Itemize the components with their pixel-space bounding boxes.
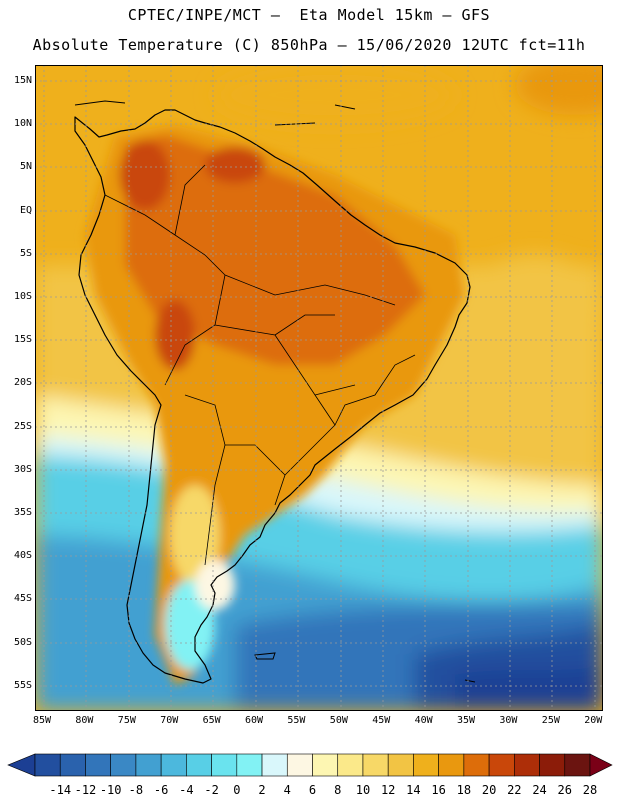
colorbar-box — [135, 753, 162, 777]
lon-label: 70W — [160, 715, 179, 726]
colorbar-box — [34, 753, 61, 777]
lat-label: 55S — [13, 679, 32, 691]
colorbar-box — [261, 753, 288, 777]
lon-label: 65W — [202, 715, 221, 726]
lat-label: 20S — [13, 377, 32, 389]
lat-label: 5N — [19, 161, 32, 173]
lon-label: 55W — [287, 715, 306, 726]
colorbar-tick-label: -4 — [179, 783, 193, 797]
colorbar-box — [312, 753, 339, 777]
lat-label: 45S — [13, 593, 32, 605]
lon-label: 30W — [499, 715, 518, 726]
colorbar-box — [514, 753, 540, 777]
lat-label: 25S — [13, 420, 32, 432]
colorbar-tick-label: 14 — [406, 783, 420, 797]
colorbar-tick-label: -2 — [204, 783, 218, 797]
colorbar-tick-label: 4 — [284, 783, 291, 797]
lat-label: 35S — [13, 507, 32, 518]
colorbar-tick-label: 18 — [457, 783, 471, 797]
colorbar-tick-label: -14 — [49, 783, 71, 797]
colorbar-box — [236, 753, 263, 777]
lon-label: 60W — [245, 715, 264, 726]
colorbar-box — [539, 753, 566, 777]
chart-title-line-1: CPTEC/INPE/MCT – Eta Model 15km – GFS — [127, 6, 491, 24]
lon-label: 85W — [33, 715, 52, 726]
colorbar-box — [110, 753, 137, 777]
colorbar-box — [438, 753, 465, 777]
lon-label: 75W — [117, 715, 136, 726]
coastline — [74, 109, 471, 684]
colorbar-tick-label: 10 — [356, 783, 370, 797]
lon-label: 50W — [329, 715, 348, 726]
colorbar-tick-label: 12 — [381, 783, 395, 797]
colorbar-tick-label: -12 — [75, 783, 97, 797]
colorbar-box — [564, 753, 591, 777]
lon-label: 35W — [457, 715, 476, 726]
colorbar-box — [337, 753, 364, 777]
colorbar-tick-label: 26 — [558, 783, 572, 797]
lat-label: EQ — [19, 204, 32, 216]
colorbar-tick-label: 16 — [431, 783, 445, 797]
colorbar-tick-label: -8 — [129, 783, 143, 797]
lat-label: 10N — [13, 118, 32, 130]
colorbar-tick-label: 28 — [583, 783, 597, 797]
chart-title-line-2: Absolute Temperature (C) 850hPa – 15/06/… — [32, 36, 586, 54]
colorbar-tick-label: 20 — [482, 783, 496, 797]
colorbar-box — [488, 753, 515, 777]
colorbar-box — [463, 753, 490, 777]
colorbar-tick-label: -10 — [100, 783, 122, 797]
colorbar-arrow-low — [7, 753, 36, 777]
colorbar-box — [362, 753, 389, 777]
colorbar-box — [85, 753, 111, 777]
colorbar-tick-label: -6 — [154, 783, 168, 797]
colorbar-tick-label: 2 — [258, 783, 265, 797]
lat-label: 30S — [13, 463, 32, 475]
lon-label: 40W — [414, 715, 433, 726]
lat-label: 40S — [13, 550, 32, 562]
lon-label: 80W — [75, 715, 94, 726]
lon-label: 20W — [584, 715, 603, 726]
lat-label: 10S — [13, 291, 32, 302]
lat-label: 15S — [13, 334, 32, 346]
colorbar-box — [59, 753, 86, 777]
colorbar-arrow-high — [589, 753, 613, 777]
lat-label: 50S — [13, 636, 32, 648]
temperature-map — [35, 65, 603, 711]
colorbar-tick-label: 22 — [507, 783, 521, 797]
colorbar-tick-label: 8 — [334, 783, 341, 797]
colorbar: -14 -12 -10 -8 -6 -4 -2 0 2 4 6 8 10 12 14 16 18 20 22 24 26… — [7, 753, 613, 797]
colorbar-tick-label: 24 — [532, 783, 546, 797]
colorbar-box — [387, 753, 414, 777]
colorbar-box — [286, 753, 313, 777]
colorbar-box — [211, 753, 238, 777]
colorbar-box — [413, 753, 439, 777]
colorbar-box — [160, 753, 187, 777]
lon-label: 25W — [541, 715, 560, 726]
map-frame — [35, 65, 603, 711]
lat-label: 15N — [13, 75, 32, 86]
lat-label: 5S — [19, 247, 32, 259]
lon-label: 45W — [372, 715, 391, 726]
colorbar-box — [186, 753, 212, 777]
colorbar-tick-label: 0 — [233, 783, 240, 797]
colorbar-tick-label: 6 — [309, 783, 316, 797]
continent-field — [85, 125, 465, 685]
country-borders — [104, 164, 416, 566]
